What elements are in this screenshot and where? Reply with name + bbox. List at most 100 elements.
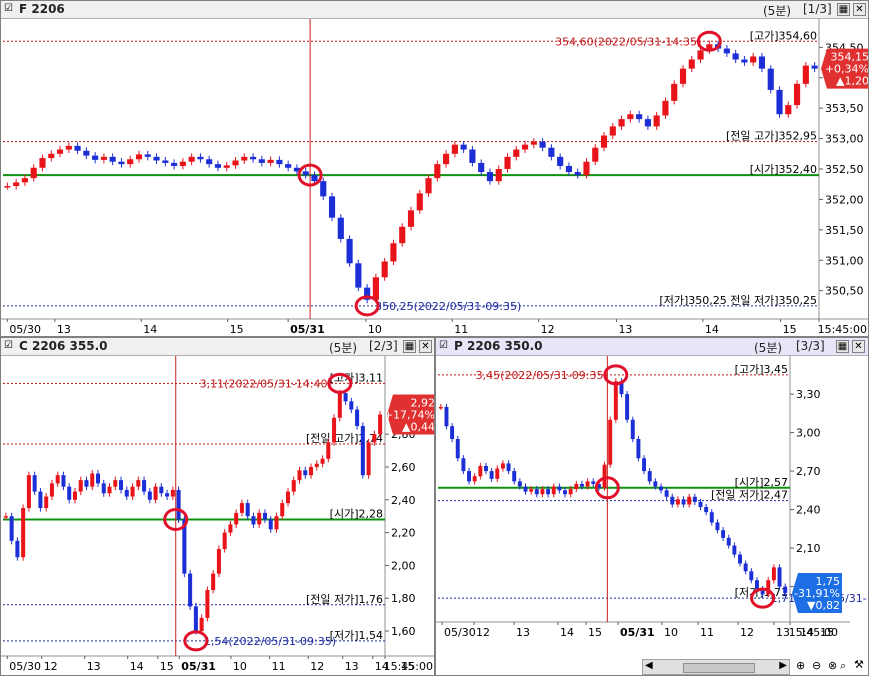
y-tick-label: 2,10: [796, 542, 821, 555]
period-label[interactable]: (5분): [329, 341, 358, 355]
zoom-reset-icon[interactable]: ⊗: [828, 659, 838, 672]
scroll-right-icon[interactable]: ▶: [779, 660, 787, 671]
candle-body: [223, 165, 230, 168]
candle-body: [179, 161, 186, 166]
candle-body: [162, 160, 169, 163]
chart-panel-p2206: ☑ P 2206 350.0 (5분) [3/3] ▦ ✕ [고가]3,45 [시…: [435, 337, 869, 676]
low-point-label: 350,25(2022/05/31-09:35): [375, 300, 521, 313]
candle-body: [176, 489, 181, 520]
candle-body: [478, 162, 485, 173]
window-menu-icon[interactable]: ▦: [403, 340, 416, 353]
period-label[interactable]: (5분): [763, 4, 792, 18]
candle-body: [647, 471, 652, 482]
candle-body: [602, 464, 607, 488]
candle-body: [206, 159, 213, 165]
candle-body: [26, 475, 31, 508]
ref-line-label: [전일 저가]1,76: [306, 592, 383, 606]
open-marker-circle: [163, 507, 189, 531]
candle-body: [455, 439, 460, 459]
candle-body: [332, 417, 337, 443]
panel-title: P 2206 350.0: [454, 339, 543, 353]
candle-body: [100, 156, 107, 160]
candle-body: [165, 493, 170, 497]
x-tick-label: 10: [664, 626, 678, 639]
current-price: 1,75: [816, 575, 841, 588]
candle-body: [715, 522, 720, 531]
candle-body: [557, 156, 564, 166]
candle-body: [95, 473, 101, 484]
candle-body: [767, 68, 774, 90]
checkbox-icon[interactable]: ☑: [4, 3, 13, 14]
y-tick-label: 352,00: [825, 193, 864, 206]
search-icon[interactable]: ⌕: [840, 659, 847, 672]
window-menu-icon[interactable]: ▦: [837, 3, 850, 16]
candle-body: [251, 516, 256, 525]
candle-body: [349, 401, 354, 410]
candle-body: [609, 126, 616, 136]
current-price: 354,15: [831, 51, 869, 64]
candle-body: [591, 481, 596, 484]
candle-body: [320, 181, 327, 197]
candle-body: [608, 419, 613, 465]
candle-body: [390, 243, 397, 262]
y-tick-label: 2,40: [391, 494, 416, 507]
candle-body: [262, 512, 267, 520]
candle-body: [662, 100, 669, 116]
candle-body: [539, 141, 546, 148]
candle-body: [495, 468, 500, 479]
candle-body: [732, 545, 737, 555]
x-tick-label: 14: [375, 660, 389, 673]
candle-body: [205, 590, 210, 618]
zoom-in-icon[interactable]: ⊕: [796, 659, 806, 672]
candle-body: [314, 463, 319, 467]
x-tick-label: 13: [57, 323, 71, 336]
candle-body: [337, 393, 342, 418]
open-marker-circle: [594, 476, 620, 500]
candle-body: [211, 573, 216, 591]
candle-body: [101, 483, 106, 494]
open-marker-circle: [297, 163, 323, 187]
close-icon[interactable]: ✕: [853, 3, 866, 16]
close-icon[interactable]: ✕: [419, 340, 432, 353]
window-menu-icon[interactable]: ▦: [836, 340, 849, 353]
candle-body: [500, 463, 505, 469]
candle-body: [222, 532, 227, 550]
candle-body: [267, 159, 274, 163]
candle-body: [30, 167, 37, 179]
candle-body: [630, 419, 635, 440]
current-change-pct: +17,74%: [384, 408, 435, 421]
scroll-thumb[interactable]: [683, 663, 755, 673]
x-tick-label: 15:45:00: [384, 660, 433, 673]
checkbox-icon[interactable]: ☑: [439, 340, 448, 351]
zoom-out-icon[interactable]: ⊖: [812, 659, 822, 672]
candle-body: [67, 486, 72, 500]
candle-body: [771, 567, 776, 581]
x-tick-label: 12: [476, 626, 490, 639]
candle-body: [257, 512, 262, 525]
x-tick-label: 11: [454, 323, 468, 336]
candle-body: [56, 149, 64, 154]
close-icon[interactable]: ✕: [852, 340, 865, 353]
horizontal-scrollbar[interactable]: ◀ ▶: [642, 659, 790, 675]
checkbox-icon[interactable]: ☑: [4, 340, 13, 351]
candle-body: [679, 68, 687, 84]
ref-line-label: [전일 고가]2,74: [306, 431, 383, 445]
candle-body: [785, 105, 792, 115]
candle-body: [13, 182, 20, 187]
y-tick-label: 353,50: [825, 102, 864, 115]
candle-body: [234, 512, 239, 525]
extreme-marker-circle: [327, 372, 353, 394]
x-tick-label: 10: [233, 660, 247, 673]
candle-body: [709, 512, 714, 523]
current-price: 2,92: [411, 396, 436, 409]
wrench-icon[interactable]: ⚒: [854, 658, 864, 671]
y-tick-label: 351,50: [825, 224, 864, 237]
chart-svg: [고가]354,60 [전일 고가]352,95 [시가]352,40 [저가]350…: [1, 19, 869, 336]
period-label[interactable]: (5분): [754, 341, 783, 355]
current-price-box: [821, 48, 868, 89]
candle-body: [489, 471, 494, 479]
candle-body: [653, 115, 660, 127]
scroll-left-icon[interactable]: ◀: [645, 660, 653, 671]
candle-body: [320, 458, 325, 464]
candle-body: [84, 480, 89, 487]
